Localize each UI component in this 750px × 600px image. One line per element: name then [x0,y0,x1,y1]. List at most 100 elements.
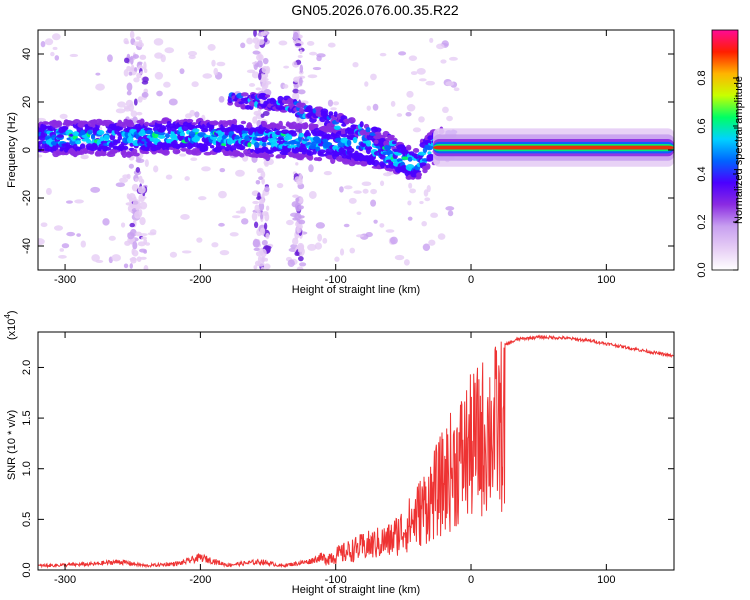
x-tick-label: 0 [468,274,474,286]
x-tick-label: -200 [189,274,211,286]
spectrogram-scatter-point [90,186,101,193]
spectrogram-scatter-point [379,52,387,57]
spectrogram-streak-point [293,61,298,66]
spectrogram-streak-point [293,76,301,83]
spectrogram-band-point [126,121,135,128]
spectrogram-scatter-point [355,234,365,238]
spectrogram-band-point [296,142,301,148]
spectrogram-streak-point [263,36,268,43]
spectrogram-scatter-point [108,235,116,241]
spectrogram-streak-point [253,247,261,252]
spectrogram-band-point [103,134,110,142]
spectrogram-band-point [405,144,412,151]
spectrogram-streak-point [127,232,135,240]
spectrogram-streak-point [261,81,269,90]
spectrogram-scatter-point [211,59,216,67]
spectrogram-scatter-point [405,112,412,117]
spectrogram-streak-point [259,198,265,204]
spectrogram-scatter-point [65,200,73,204]
spectrogram-streak-point [294,251,300,257]
spectrogram-scatter-point [251,71,260,79]
spectrogram-band-point [240,120,247,125]
spectrogram-scatter-point [189,109,196,117]
spectrogram-scatter-point [164,47,175,54]
spectrogram-scatter-point [115,182,126,188]
spectrogram-scatter-point [38,117,47,123]
y-tick-label: 1.5 [21,410,33,425]
spectrogram-band-point [87,129,93,135]
spectrogram-upper-band-point [333,111,338,118]
spectrogram-streak-point [124,40,130,45]
spectrogram-scatter-point [50,51,55,57]
x-tick-label: 100 [597,274,615,286]
spectrogram-band-point [224,130,230,136]
colorbar: 0.0 0.2 0.4 0.6 0.8 Normalized spectral ampl… [696,29,745,278]
spectrogram-streak-point [261,178,265,185]
spectrogram-band-point [298,132,305,138]
spectrogram-scatter-point [190,157,198,161]
spectrogram-upper-band-point [264,94,271,98]
spectrogram-scatter-point [385,229,395,233]
spectrogram-streak-point [296,224,302,234]
spectrogram-scatter-point [429,37,434,43]
spectrogram-streak-point [126,82,133,92]
spectrogram-band-point [322,138,329,143]
spectrogram-streak-point [136,72,142,79]
spectrogram-streak-point [261,239,268,246]
spectrogram-streak-point [261,77,269,82]
spectrogram-scatter-point [102,218,110,226]
spectrogram-upper-band-point [384,144,392,151]
spectrogram-scatter-point [362,188,369,194]
spectrogram-scatter-point [198,196,207,201]
spectrogram-scatter-point [240,42,246,49]
spectrogram-streak-point [252,37,260,44]
spectrogram-scatter-point [330,107,337,111]
spectrogram-streak-point [253,110,262,116]
spectrogram-streak-point [126,90,132,96]
spectrogram-scatter-point [184,176,190,181]
spectrogram-scatter-point [219,168,226,173]
x-tick-label: -100 [325,574,347,586]
spectrogram-streak-point [295,162,299,166]
spectrogram-scatter-point [366,105,371,111]
spectrogram-scatter-point [40,40,46,48]
spectrogram-scatter-point [246,37,254,45]
spectrogram-streak-point [299,64,304,74]
spectrogram-band-point [117,135,123,141]
spectrogram-band-point [305,129,310,136]
spectrogram-band-point [123,145,129,150]
spectrogram-streak-point [299,196,304,203]
spectrogram-scatter-point [398,51,407,56]
spectrogram-band-point [372,159,380,167]
spectrogram-streak-point [255,179,261,185]
spectrogram-band-point [352,136,358,144]
spectrogram-band-point [93,144,99,150]
spectrogram-band-point [146,142,153,147]
spectrogram-streak-point [299,244,303,252]
spectrogram-upper-band-point [240,92,249,97]
spectrogram-scatter-point [128,163,134,169]
spectrogram-streak-point [259,227,266,236]
spectrogram-scatter-point [445,206,455,211]
spectrogram-band-point [181,148,187,152]
spectrogram-streak-point [126,173,131,180]
y-tick-label: -40 [21,238,33,254]
spectrogram-band-point [56,134,64,138]
spectrogram-streak-point [260,248,267,258]
spectrogram-scatter-point [117,101,127,108]
spectrogram-scatter-point [453,87,460,92]
spectrogram-band-point [241,129,249,135]
spectrogram-scatter-point [306,41,315,46]
spectrogram-band-point [247,142,252,148]
spectrogram-scatter-point [445,81,455,87]
spectrogram-streak-point [260,267,265,270]
spectrogram-scatter-point [421,220,427,227]
spectrogram-scatter-point [191,81,199,88]
spectrogram-streak-point [254,43,260,50]
spectrogram-upper-band-point [238,101,245,105]
spectrogram-scatter-point [153,165,159,173]
spectrogram-band-point [192,128,200,133]
spectrogram-band-point [425,163,431,170]
spectrogram-scatter-point [390,236,398,245]
y-tick-label: 20 [21,96,33,108]
